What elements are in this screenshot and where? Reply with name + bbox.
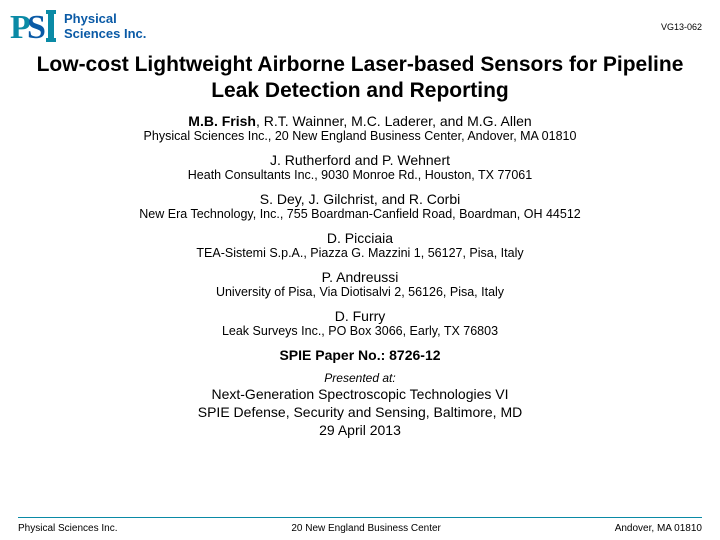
venue: Next-Generation Spectroscopic Technologi… bbox=[0, 385, 720, 440]
affiliation: Heath Consultants Inc., 9030 Monroe Rd.,… bbox=[0, 168, 720, 182]
author-line: P. Andreussi bbox=[0, 269, 720, 285]
author-block: D. PicciaiaTEA-Sistemi S.p.A., Piazza G.… bbox=[0, 230, 720, 260]
svg-text:S: S bbox=[27, 9, 46, 46]
author-block: J. Rutherford and P. WehnertHeath Consul… bbox=[0, 152, 720, 182]
author-block: S. Dey, J. Gilchrist, and R. CorbiNew Er… bbox=[0, 191, 720, 221]
author-line: M.B. Frish, R.T. Wainner, M.C. Laderer, … bbox=[0, 113, 720, 129]
co-authors: P. Andreussi bbox=[322, 269, 399, 285]
footer-rule bbox=[18, 517, 702, 518]
presented-label: Presented at: bbox=[0, 371, 720, 385]
author-line: J. Rutherford and P. Wehnert bbox=[0, 152, 720, 168]
header: P S Physical Sciences Inc. VG13-062 bbox=[0, 0, 720, 50]
co-authors: , R.T. Wainner, M.C. Laderer, and M.G. A… bbox=[256, 113, 532, 129]
author-line: S. Dey, J. Gilchrist, and R. Corbi bbox=[0, 191, 720, 207]
author-groups: M.B. Frish, R.T. Wainner, M.C. Laderer, … bbox=[0, 113, 720, 338]
author-line: D. Furry bbox=[0, 308, 720, 324]
logo-line1: Physical bbox=[64, 12, 146, 27]
logo: P S Physical Sciences Inc. bbox=[10, 8, 146, 46]
co-authors: S. Dey, J. Gilchrist, and R. Corbi bbox=[260, 191, 460, 207]
logo-text: Physical Sciences Inc. bbox=[64, 12, 146, 42]
venue-line: 29 April 2013 bbox=[0, 421, 720, 439]
footer-center: 20 New England Business Center bbox=[291, 523, 441, 534]
footer-right: Andover, MA 01810 bbox=[615, 523, 702, 534]
footer: Physical Sciences Inc. 20 New England Bu… bbox=[18, 523, 702, 534]
affiliation: University of Pisa, Via Diotisalvi 2, 56… bbox=[0, 285, 720, 299]
affiliation: Leak Surveys Inc., PO Box 3066, Early, T… bbox=[0, 324, 720, 338]
page-title: Low-cost Lightweight Airborne Laser-base… bbox=[0, 50, 720, 113]
logo-line2: Sciences Inc. bbox=[64, 27, 146, 42]
author-line: D. Picciaia bbox=[0, 230, 720, 246]
affiliation: Physical Sciences Inc., 20 New England B… bbox=[0, 129, 720, 143]
author-block: P. AndreussiUniversity of Pisa, Via Diot… bbox=[0, 269, 720, 299]
affiliation: New Era Technology, Inc., 755 Boardman-C… bbox=[0, 207, 720, 221]
author-block: M.B. Frish, R.T. Wainner, M.C. Laderer, … bbox=[0, 113, 720, 143]
lead-author: M.B. Frish bbox=[188, 113, 256, 129]
venue-line: Next-Generation Spectroscopic Technologi… bbox=[0, 385, 720, 403]
co-authors: D. Picciaia bbox=[327, 230, 393, 246]
affiliation: TEA-Sistemi S.p.A., Piazza G. Mazzini 1,… bbox=[0, 246, 720, 260]
co-authors: D. Furry bbox=[335, 308, 386, 324]
author-block: D. FurryLeak Surveys Inc., PO Box 3066, … bbox=[0, 308, 720, 338]
psi-logo-icon: P S bbox=[10, 8, 60, 46]
document-id: VG13-062 bbox=[661, 22, 702, 32]
paper-number: SPIE Paper No.: 8726-12 bbox=[0, 347, 720, 363]
venue-line: SPIE Defense, Security and Sensing, Balt… bbox=[0, 403, 720, 421]
co-authors: J. Rutherford and P. Wehnert bbox=[270, 152, 450, 168]
footer-left: Physical Sciences Inc. bbox=[18, 523, 118, 534]
